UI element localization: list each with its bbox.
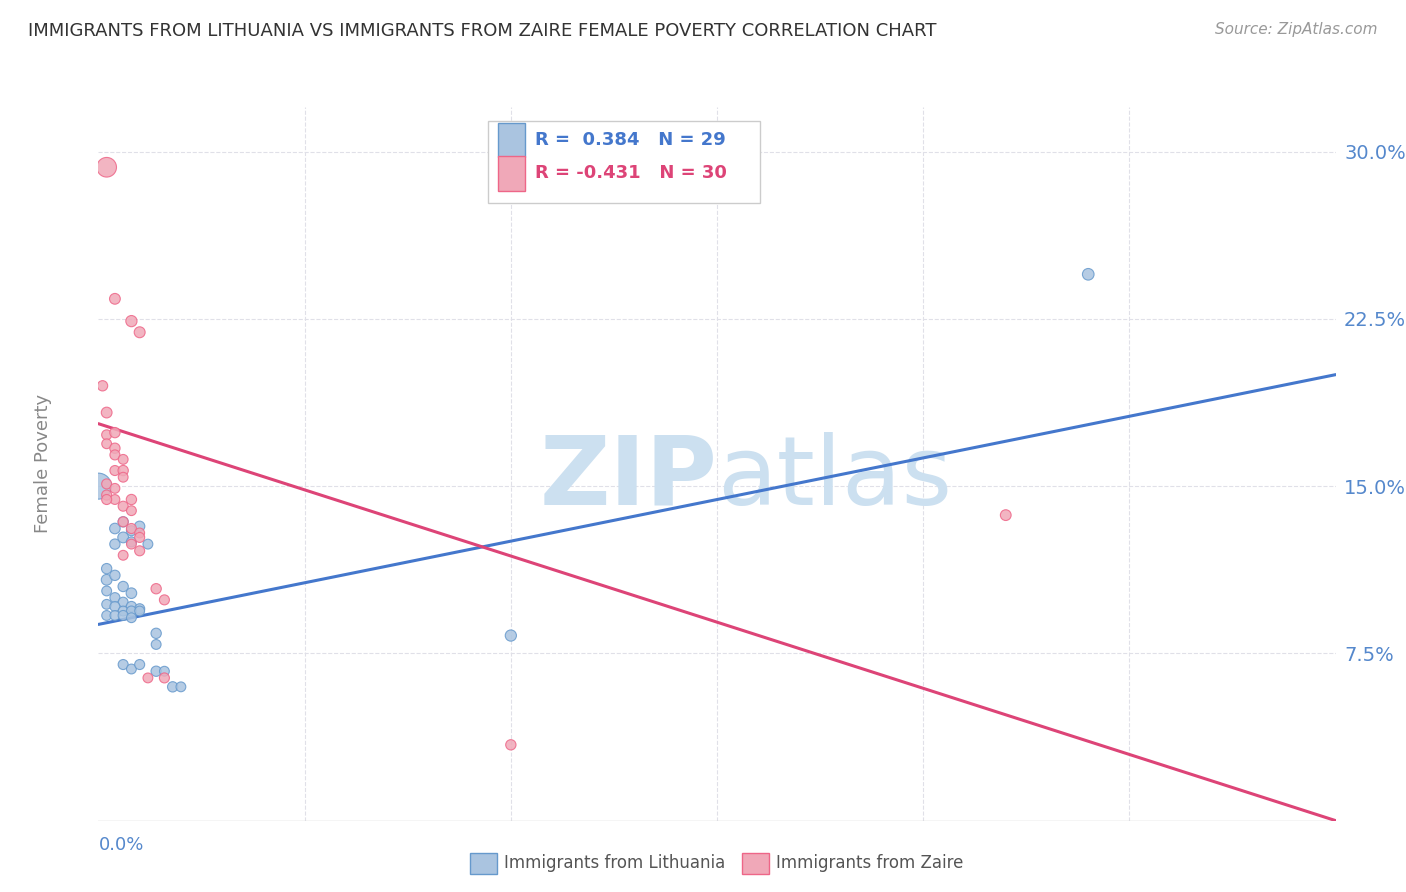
Point bbox=[104, 441, 127, 455]
Point bbox=[96, 492, 118, 507]
FancyBboxPatch shape bbox=[742, 853, 769, 874]
FancyBboxPatch shape bbox=[470, 853, 496, 874]
Point bbox=[136, 671, 159, 685]
Point bbox=[96, 488, 118, 502]
Point bbox=[120, 534, 142, 549]
Point bbox=[112, 580, 135, 594]
Point bbox=[112, 530, 135, 544]
Point bbox=[120, 586, 142, 600]
Text: Immigrants from Zaire: Immigrants from Zaire bbox=[776, 855, 965, 872]
Point bbox=[112, 608, 135, 623]
Point bbox=[120, 537, 142, 551]
Point bbox=[104, 482, 127, 496]
Point bbox=[145, 637, 167, 651]
Point bbox=[112, 500, 135, 514]
Point bbox=[120, 662, 142, 676]
FancyBboxPatch shape bbox=[498, 123, 526, 157]
Point bbox=[96, 562, 118, 576]
Text: R =  0.384   N = 29: R = 0.384 N = 29 bbox=[536, 131, 725, 149]
Point bbox=[128, 657, 150, 672]
Point bbox=[104, 425, 127, 440]
Point bbox=[153, 664, 176, 679]
Point bbox=[96, 608, 118, 623]
Text: 0.0%: 0.0% bbox=[98, 837, 143, 855]
Point bbox=[128, 525, 150, 540]
Point bbox=[96, 161, 118, 175]
Text: ZIP: ZIP bbox=[538, 432, 717, 524]
Point bbox=[104, 492, 127, 507]
Point bbox=[128, 604, 150, 618]
Point bbox=[128, 519, 150, 533]
Text: Source: ZipAtlas.com: Source: ZipAtlas.com bbox=[1215, 22, 1378, 37]
Point bbox=[120, 524, 142, 538]
Point bbox=[128, 602, 150, 616]
Point bbox=[128, 543, 150, 558]
Point bbox=[112, 548, 135, 563]
Point bbox=[120, 503, 142, 517]
Point bbox=[112, 604, 135, 618]
Point bbox=[96, 573, 118, 587]
Point bbox=[499, 628, 522, 642]
Point bbox=[112, 515, 135, 529]
Point bbox=[120, 599, 142, 614]
Point bbox=[145, 664, 167, 679]
Point bbox=[96, 405, 118, 420]
Point bbox=[104, 292, 127, 306]
FancyBboxPatch shape bbox=[498, 156, 526, 191]
Point bbox=[128, 325, 150, 339]
Text: IMMIGRANTS FROM LITHUANIA VS IMMIGRANTS FROM ZAIRE FEMALE POVERTY CORRELATION CH: IMMIGRANTS FROM LITHUANIA VS IMMIGRANTS … bbox=[28, 22, 936, 40]
Point bbox=[120, 521, 142, 535]
Point bbox=[104, 521, 127, 535]
Text: atlas: atlas bbox=[717, 432, 952, 524]
Point bbox=[112, 452, 135, 467]
Point bbox=[112, 657, 135, 672]
Point bbox=[104, 591, 127, 605]
Point bbox=[170, 680, 193, 694]
Point bbox=[96, 436, 118, 450]
Point bbox=[96, 428, 118, 442]
Point bbox=[162, 680, 184, 694]
Point bbox=[104, 464, 127, 478]
Point bbox=[112, 464, 135, 478]
Point bbox=[112, 515, 135, 529]
Point bbox=[153, 671, 176, 685]
Point bbox=[104, 599, 127, 614]
Point bbox=[145, 626, 167, 640]
Point bbox=[145, 582, 167, 596]
Point bbox=[96, 583, 118, 598]
Point bbox=[96, 598, 118, 612]
Point bbox=[120, 492, 142, 507]
Point bbox=[96, 476, 118, 491]
Point bbox=[120, 610, 142, 624]
FancyBboxPatch shape bbox=[488, 121, 761, 203]
Point bbox=[994, 508, 1017, 522]
Text: R = -0.431   N = 30: R = -0.431 N = 30 bbox=[536, 164, 727, 182]
Point bbox=[91, 378, 114, 392]
Point bbox=[120, 604, 142, 618]
Point bbox=[104, 568, 127, 582]
Text: Immigrants from Lithuania: Immigrants from Lithuania bbox=[505, 855, 725, 872]
Text: Female Poverty: Female Poverty bbox=[34, 394, 52, 533]
Point bbox=[104, 537, 127, 551]
Point bbox=[112, 595, 135, 609]
Point bbox=[104, 608, 127, 623]
Point bbox=[104, 448, 127, 462]
Point bbox=[128, 530, 150, 544]
Point bbox=[1077, 268, 1099, 282]
Point bbox=[112, 470, 135, 484]
Point bbox=[136, 537, 159, 551]
Point bbox=[153, 592, 176, 607]
Point bbox=[120, 314, 142, 328]
Point bbox=[87, 479, 110, 493]
Point bbox=[499, 738, 522, 752]
